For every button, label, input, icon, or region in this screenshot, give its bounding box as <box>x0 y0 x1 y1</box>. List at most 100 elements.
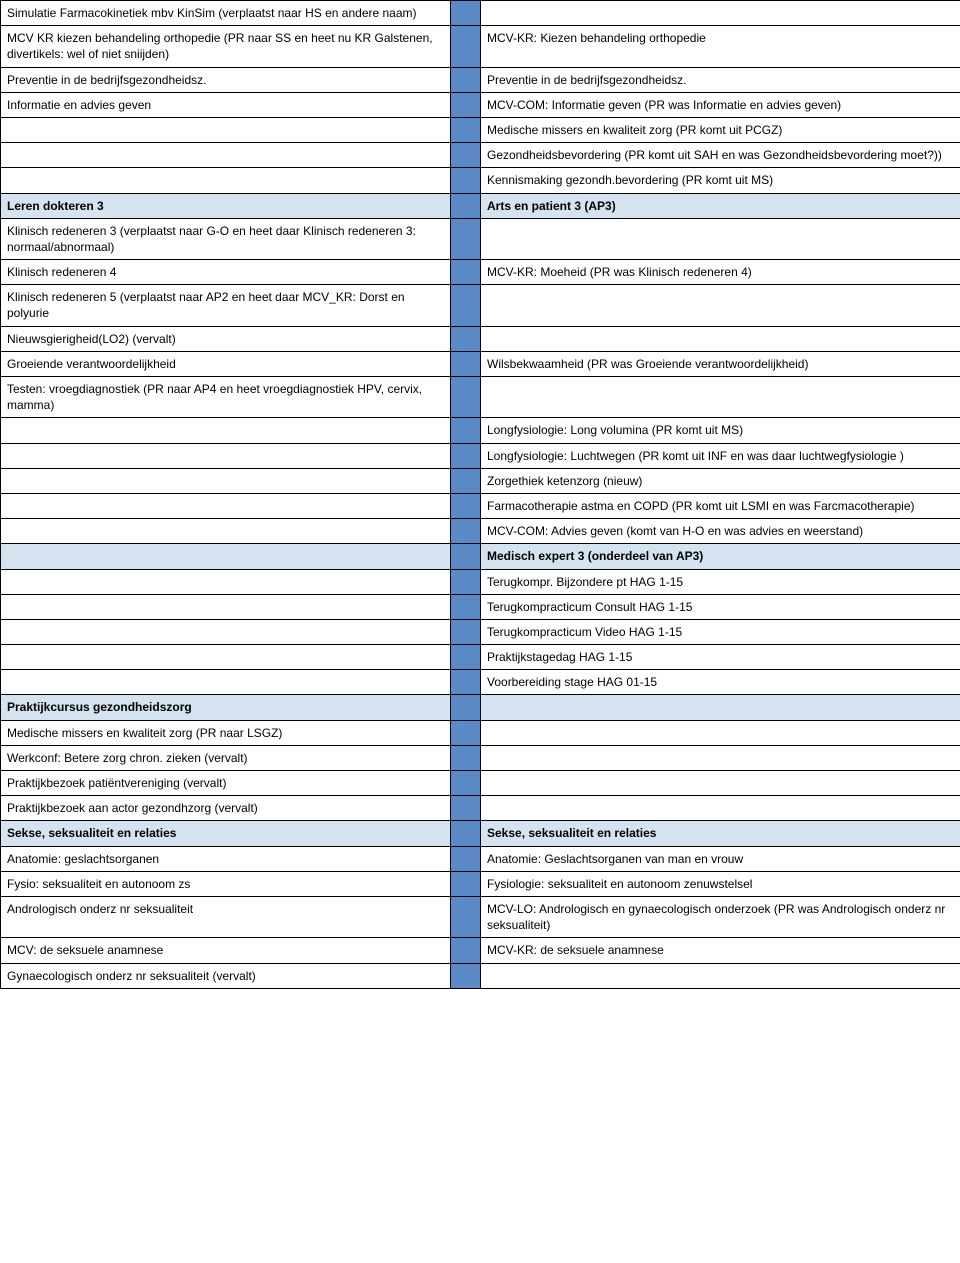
table-row: Longfysiologie: Long volumina (PR komt u… <box>1 418 960 443</box>
left-cell: Anatomie: geslachtsorganen <box>1 846 451 871</box>
table-row: Sekse, seksualiteit en relaties Sekse, se… <box>1 821 960 846</box>
mid-cell <box>451 218 481 259</box>
table-row: Werkconf: Betere zorg chron. zieken (ver… <box>1 745 960 770</box>
left-cell: Informatie en advies geven <box>1 92 451 117</box>
right-cell: Sekse, seksualiteit en relaties <box>481 821 960 846</box>
mid-cell <box>451 896 481 937</box>
mid-cell <box>451 193 481 218</box>
mid-cell <box>451 92 481 117</box>
left-cell <box>1 443 451 468</box>
left-cell: Testen: vroegdiagnostiek (PR naar AP4 en… <box>1 377 451 418</box>
mid-cell <box>451 594 481 619</box>
table-row: Longfysiologie: Luchtwegen (PR komt uit … <box>1 443 960 468</box>
table-row: Praktijkbezoek patiëntvereniging (verval… <box>1 771 960 796</box>
table-row: Testen: vroegdiagnostiek (PR naar AP4 en… <box>1 377 960 418</box>
mid-cell <box>451 1 481 26</box>
table-row: Informatie en advies gevenMCV-COM: Infor… <box>1 92 960 117</box>
right-cell: Kennismaking gezondh.bevordering (PR kom… <box>481 168 960 193</box>
mid-cell <box>451 771 481 796</box>
left-cell: Praktijkbezoek aan actor gezondhzorg (ve… <box>1 796 451 821</box>
left-cell: Leren dokteren 3 <box>1 193 451 218</box>
left-cell: Sekse, seksualiteit en relaties <box>1 821 451 846</box>
mid-cell <box>451 846 481 871</box>
table-row: Gynaecologisch onderz nr seksualiteit (v… <box>1 963 960 988</box>
right-cell <box>481 771 960 796</box>
mid-cell <box>451 26 481 67</box>
table-row: Praktijkcursus gezondheidszorg <box>1 695 960 720</box>
mid-cell <box>451 418 481 443</box>
table-row: Gezondheidsbevordering (PR komt uit SAH … <box>1 143 960 168</box>
table-row: Praktijkbezoek aan actor gezondhzorg (ve… <box>1 796 960 821</box>
right-cell: Zorgethiek ketenzorg (nieuw) <box>481 468 960 493</box>
left-cell: Nieuwsgierigheid(LO2) (vervalt) <box>1 326 451 351</box>
left-cell <box>1 594 451 619</box>
mid-cell <box>451 117 481 142</box>
left-cell <box>1 143 451 168</box>
right-cell: MCV-KR: Moeheid (PR was Klinisch redener… <box>481 260 960 285</box>
table-row: Klinisch redeneren 5 (verplaatst naar AP… <box>1 285 960 326</box>
right-cell: Preventie in de bedrijfsgezondheidsz. <box>481 67 960 92</box>
left-cell: MCV: de seksuele anamnese <box>1 938 451 963</box>
table-row: MCV: de seksuele anamnese MCV-KR: de seks… <box>1 938 960 963</box>
left-cell <box>1 544 451 569</box>
mid-cell <box>451 695 481 720</box>
mid-cell <box>451 720 481 745</box>
table-row: Terugkompracticum Consult HAG 1-15 <box>1 594 960 619</box>
table-row: Terugkompracticum Video HAG 1-15 <box>1 619 960 644</box>
right-cell: Voorbereiding stage HAG 01-15 <box>481 670 960 695</box>
table-row: Preventie in de bedrijfsgezondheidsz. Pre… <box>1 67 960 92</box>
left-cell: Klinisch redeneren 3 (verplaatst naar G-… <box>1 218 451 259</box>
right-cell: Longfysiologie: Long volumina (PR komt u… <box>481 418 960 443</box>
mid-cell <box>451 260 481 285</box>
table-row: Groeiende verantwoordelijkheid Wilsbekwaa… <box>1 351 960 376</box>
table-row: Klinisch redeneren 3 (verplaatst naar G-… <box>1 218 960 259</box>
mid-cell <box>451 351 481 376</box>
table-row: Praktijkstagedag HAG 1-15 <box>1 645 960 670</box>
mid-cell <box>451 645 481 670</box>
mid-cell <box>451 544 481 569</box>
table-row: MCV KR kiezen behandeling orthopedie (PR… <box>1 26 960 67</box>
right-cell <box>481 720 960 745</box>
right-cell <box>481 963 960 988</box>
right-cell: MCV-KR: Kiezen behandeling orthopedie <box>481 26 960 67</box>
left-cell: Medische missers en kwaliteit zorg (PR n… <box>1 720 451 745</box>
right-cell: MCV-KR: de seksuele anamnese <box>481 938 960 963</box>
left-cell: Groeiende verantwoordelijkheid <box>1 351 451 376</box>
right-cell: Gezondheidsbevordering (PR komt uit SAH … <box>481 143 960 168</box>
left-cell <box>1 619 451 644</box>
right-cell: MCV-LO: Andrologisch en gynaecologisch o… <box>481 896 960 937</box>
right-cell: Medisch expert 3 (onderdeel van AP3) <box>481 544 960 569</box>
left-cell <box>1 670 451 695</box>
left-cell <box>1 168 451 193</box>
left-cell: Praktijkcursus gezondheidszorg <box>1 695 451 720</box>
right-cell: MCV-COM: Advies geven (komt van H-O en w… <box>481 519 960 544</box>
right-cell: Terugkompracticum Consult HAG 1-15 <box>481 594 960 619</box>
right-cell <box>481 796 960 821</box>
left-cell: Klinisch redeneren 5 (verplaatst naar AP… <box>1 285 451 326</box>
right-cell: Wilsbekwaamheid (PR was Groeiende verant… <box>481 351 960 376</box>
left-cell: Praktijkbezoek patiëntvereniging (verval… <box>1 771 451 796</box>
right-cell: Anatomie: Geslachtsorganen van man en vr… <box>481 846 960 871</box>
table-row: Voorbereiding stage HAG 01-15 <box>1 670 960 695</box>
mid-cell <box>451 670 481 695</box>
left-cell: Simulatie Farmacokinetiek mbv KinSim (ve… <box>1 1 451 26</box>
left-cell: Gynaecologisch onderz nr seksualiteit (v… <box>1 963 451 988</box>
left-cell <box>1 519 451 544</box>
left-cell: MCV KR kiezen behandeling orthopedie (PR… <box>1 26 451 67</box>
mid-cell <box>451 938 481 963</box>
table-row: Kennismaking gezondh.bevordering (PR kom… <box>1 168 960 193</box>
table-row: Terugkompr. Bijzondere pt HAG 1-15 <box>1 569 960 594</box>
right-cell <box>481 1 960 26</box>
left-cell: Preventie in de bedrijfsgezondheidsz. <box>1 67 451 92</box>
mid-cell <box>451 519 481 544</box>
right-cell: Fysiologie: seksualiteit en autonoom zen… <box>481 871 960 896</box>
table-row: Medische missers en kwaliteit zorg (PR k… <box>1 117 960 142</box>
mid-cell <box>451 67 481 92</box>
right-cell <box>481 745 960 770</box>
table-row: Fysio: seksualiteit en autonoom zsFysiol… <box>1 871 960 896</box>
mid-cell <box>451 963 481 988</box>
right-cell <box>481 285 960 326</box>
mid-cell <box>451 745 481 770</box>
mid-cell <box>451 326 481 351</box>
mid-cell <box>451 493 481 518</box>
